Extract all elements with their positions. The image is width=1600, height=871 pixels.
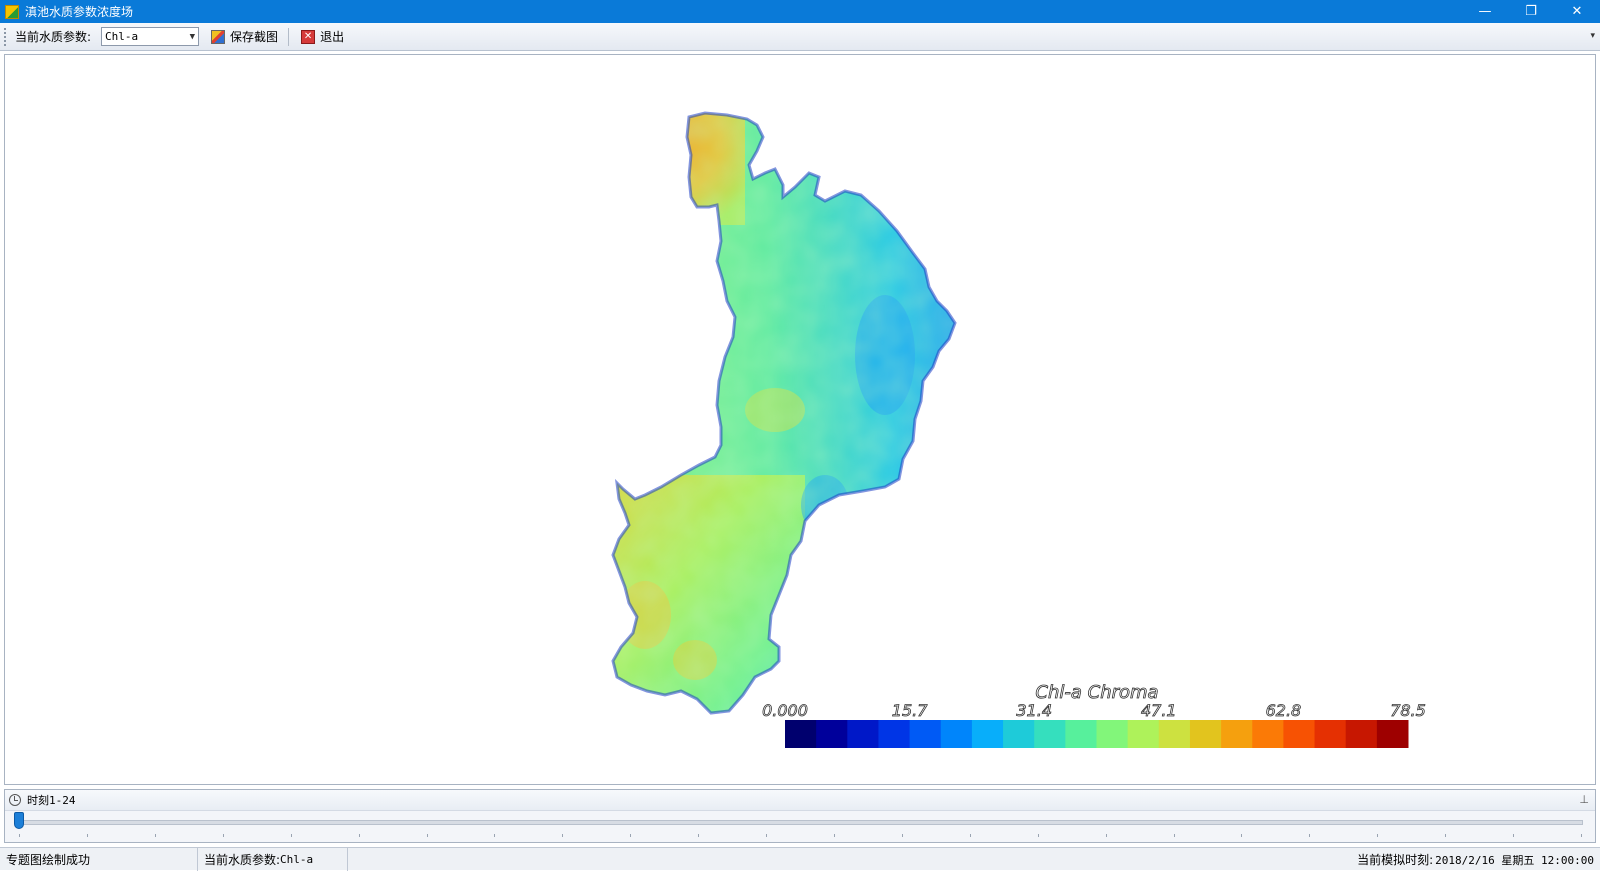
legend-swatch xyxy=(1127,720,1160,748)
param-label: 当前水质参数: xyxy=(15,30,92,44)
legend-tick-label: 62.8 xyxy=(1266,701,1302,720)
legend-swatch xyxy=(816,720,848,748)
legend-swatch xyxy=(785,720,817,748)
slider-tick xyxy=(969,834,971,837)
legend-swatch xyxy=(909,720,942,748)
legend-swatch xyxy=(1034,720,1066,748)
status-sim-time: 当前模拟时刻: 2018/2/16 星期五 12:00:00 xyxy=(1357,848,1594,871)
slider-tick xyxy=(494,834,496,837)
slider-tick xyxy=(766,834,767,837)
slider-tick xyxy=(154,834,156,837)
status-param-value: Chl-a xyxy=(280,852,314,866)
legend-swatch xyxy=(1065,720,1097,748)
legend-tick-label: 0.000 xyxy=(762,701,808,720)
toolbar-overflow-icon[interactable]: ▾ xyxy=(1590,31,1595,41)
legend-swatch xyxy=(1158,720,1191,748)
slider-tick xyxy=(1445,834,1447,837)
pin-icon[interactable]: ⊥ xyxy=(1579,793,1589,806)
image-icon xyxy=(211,29,226,44)
legend-swatch xyxy=(1283,720,1316,748)
restore-button[interactable]: ❐ xyxy=(1525,4,1537,19)
status-sim-value: 2018/2/16 星期五 12:00:00 xyxy=(1435,853,1594,867)
concentration-map: Chl-a Chroma 0.000 15.7 31.4 47.1 62.8 78.5 xyxy=(611,111,1426,748)
legend-swatch xyxy=(1376,720,1409,748)
minimize-button[interactable]: — xyxy=(1478,4,1492,19)
slider-tick xyxy=(426,834,428,837)
legend-tick-label: 47.1 xyxy=(1141,701,1177,720)
toolbar-grip[interactable] xyxy=(4,27,9,46)
param-select[interactable]: Chl-a ▼ xyxy=(101,27,200,46)
legend-swatch xyxy=(1345,720,1378,748)
window-title: 滇池水质参数浓度场 xyxy=(25,5,134,19)
window-controls: — ❐ ✕ xyxy=(1462,0,1600,23)
status-sim-label: 当前模拟时刻: xyxy=(1357,853,1434,867)
slider-tick xyxy=(1581,834,1582,837)
slider-tick xyxy=(630,834,632,837)
legend-swatch xyxy=(1096,720,1129,748)
title-bar: 滇池水质参数浓度场 — ❐ ✕ xyxy=(0,0,1600,23)
status-message-text: 专题图绘制成功 xyxy=(6,852,91,867)
legend-swatch xyxy=(1003,720,1035,748)
time-panel-header: 时刻1-24 xyxy=(5,790,1595,811)
toolbar: 当前水质参数: Chl-a ▼ 保存截图 ✕ 退出 ▾ xyxy=(0,23,1600,51)
save-screenshot-button[interactable]: 保存截图 xyxy=(211,28,278,45)
app-icon xyxy=(5,4,19,19)
legend-swatch xyxy=(878,720,911,748)
close-icon: ✕ xyxy=(301,29,316,44)
time-panel: 时刻1-24 ⊥ xyxy=(4,789,1596,843)
slider-tick xyxy=(1173,834,1175,837)
legend-swatch xyxy=(940,720,973,748)
slider-tick xyxy=(358,834,360,837)
status-message: 专题图绘制成功 xyxy=(0,847,198,871)
legend-tick-label: 78.5 xyxy=(1390,701,1426,720)
legend-tick-label: 31.4 xyxy=(1016,701,1052,720)
slider-tick xyxy=(562,834,564,837)
slider-tick xyxy=(290,834,292,837)
time-slider-thumb[interactable] xyxy=(14,812,24,829)
clock-icon xyxy=(9,794,21,806)
legend-swatch xyxy=(1252,720,1284,748)
time-slider-track[interactable] xyxy=(15,820,1583,825)
slider-tick xyxy=(222,834,224,837)
slider-tick xyxy=(1309,834,1311,837)
slider-tick xyxy=(86,834,88,837)
legend-swatch xyxy=(1189,720,1222,748)
time-panel-label: 时刻1-24 xyxy=(27,794,76,807)
time-slider-ticks xyxy=(19,834,1582,838)
legend-swatch xyxy=(1314,720,1347,748)
slider-tick xyxy=(1241,834,1243,837)
slider-tick xyxy=(698,834,700,837)
slider-tick xyxy=(1513,834,1515,837)
map-view[interactable]: Chl-a Chroma 0.000 15.7 31.4 47.1 62.8 78.5 xyxy=(4,54,1596,785)
status-param: 当前水质参数: Chl-a xyxy=(198,847,348,871)
slider-tick xyxy=(901,834,903,837)
legend-swatch xyxy=(847,720,879,748)
exit-button[interactable]: ✕ 退出 xyxy=(301,28,344,45)
slider-tick xyxy=(1105,834,1107,837)
status-bar: 专题图绘制成功 当前水质参数: Chl-a 当前模拟时刻: 2018/2/16 … xyxy=(0,847,1600,871)
slider-tick xyxy=(1037,834,1039,837)
legend-tick-label: 15.7 xyxy=(892,701,928,720)
save-screenshot-label: 保存截图 xyxy=(230,30,279,44)
param-select-value: Chl-a xyxy=(105,30,139,43)
slider-tick xyxy=(19,834,20,837)
slider-tick xyxy=(1377,834,1379,837)
color-legend: Chl-a Chroma 0.000 15.7 31.4 47.1 62.8 78.5 xyxy=(762,682,1426,748)
status-param-label: 当前水质参数: xyxy=(204,852,281,867)
legend-title: Chl-a Chroma xyxy=(1035,682,1158,703)
chevron-down-icon: ▼ xyxy=(189,31,196,42)
toolbar-separator xyxy=(288,27,290,46)
close-button[interactable]: ✕ xyxy=(1571,4,1583,19)
legend-swatch xyxy=(971,720,1004,748)
exit-label: 退出 xyxy=(320,30,345,44)
slider-tick xyxy=(834,834,835,837)
legend-swatch xyxy=(1221,720,1253,748)
